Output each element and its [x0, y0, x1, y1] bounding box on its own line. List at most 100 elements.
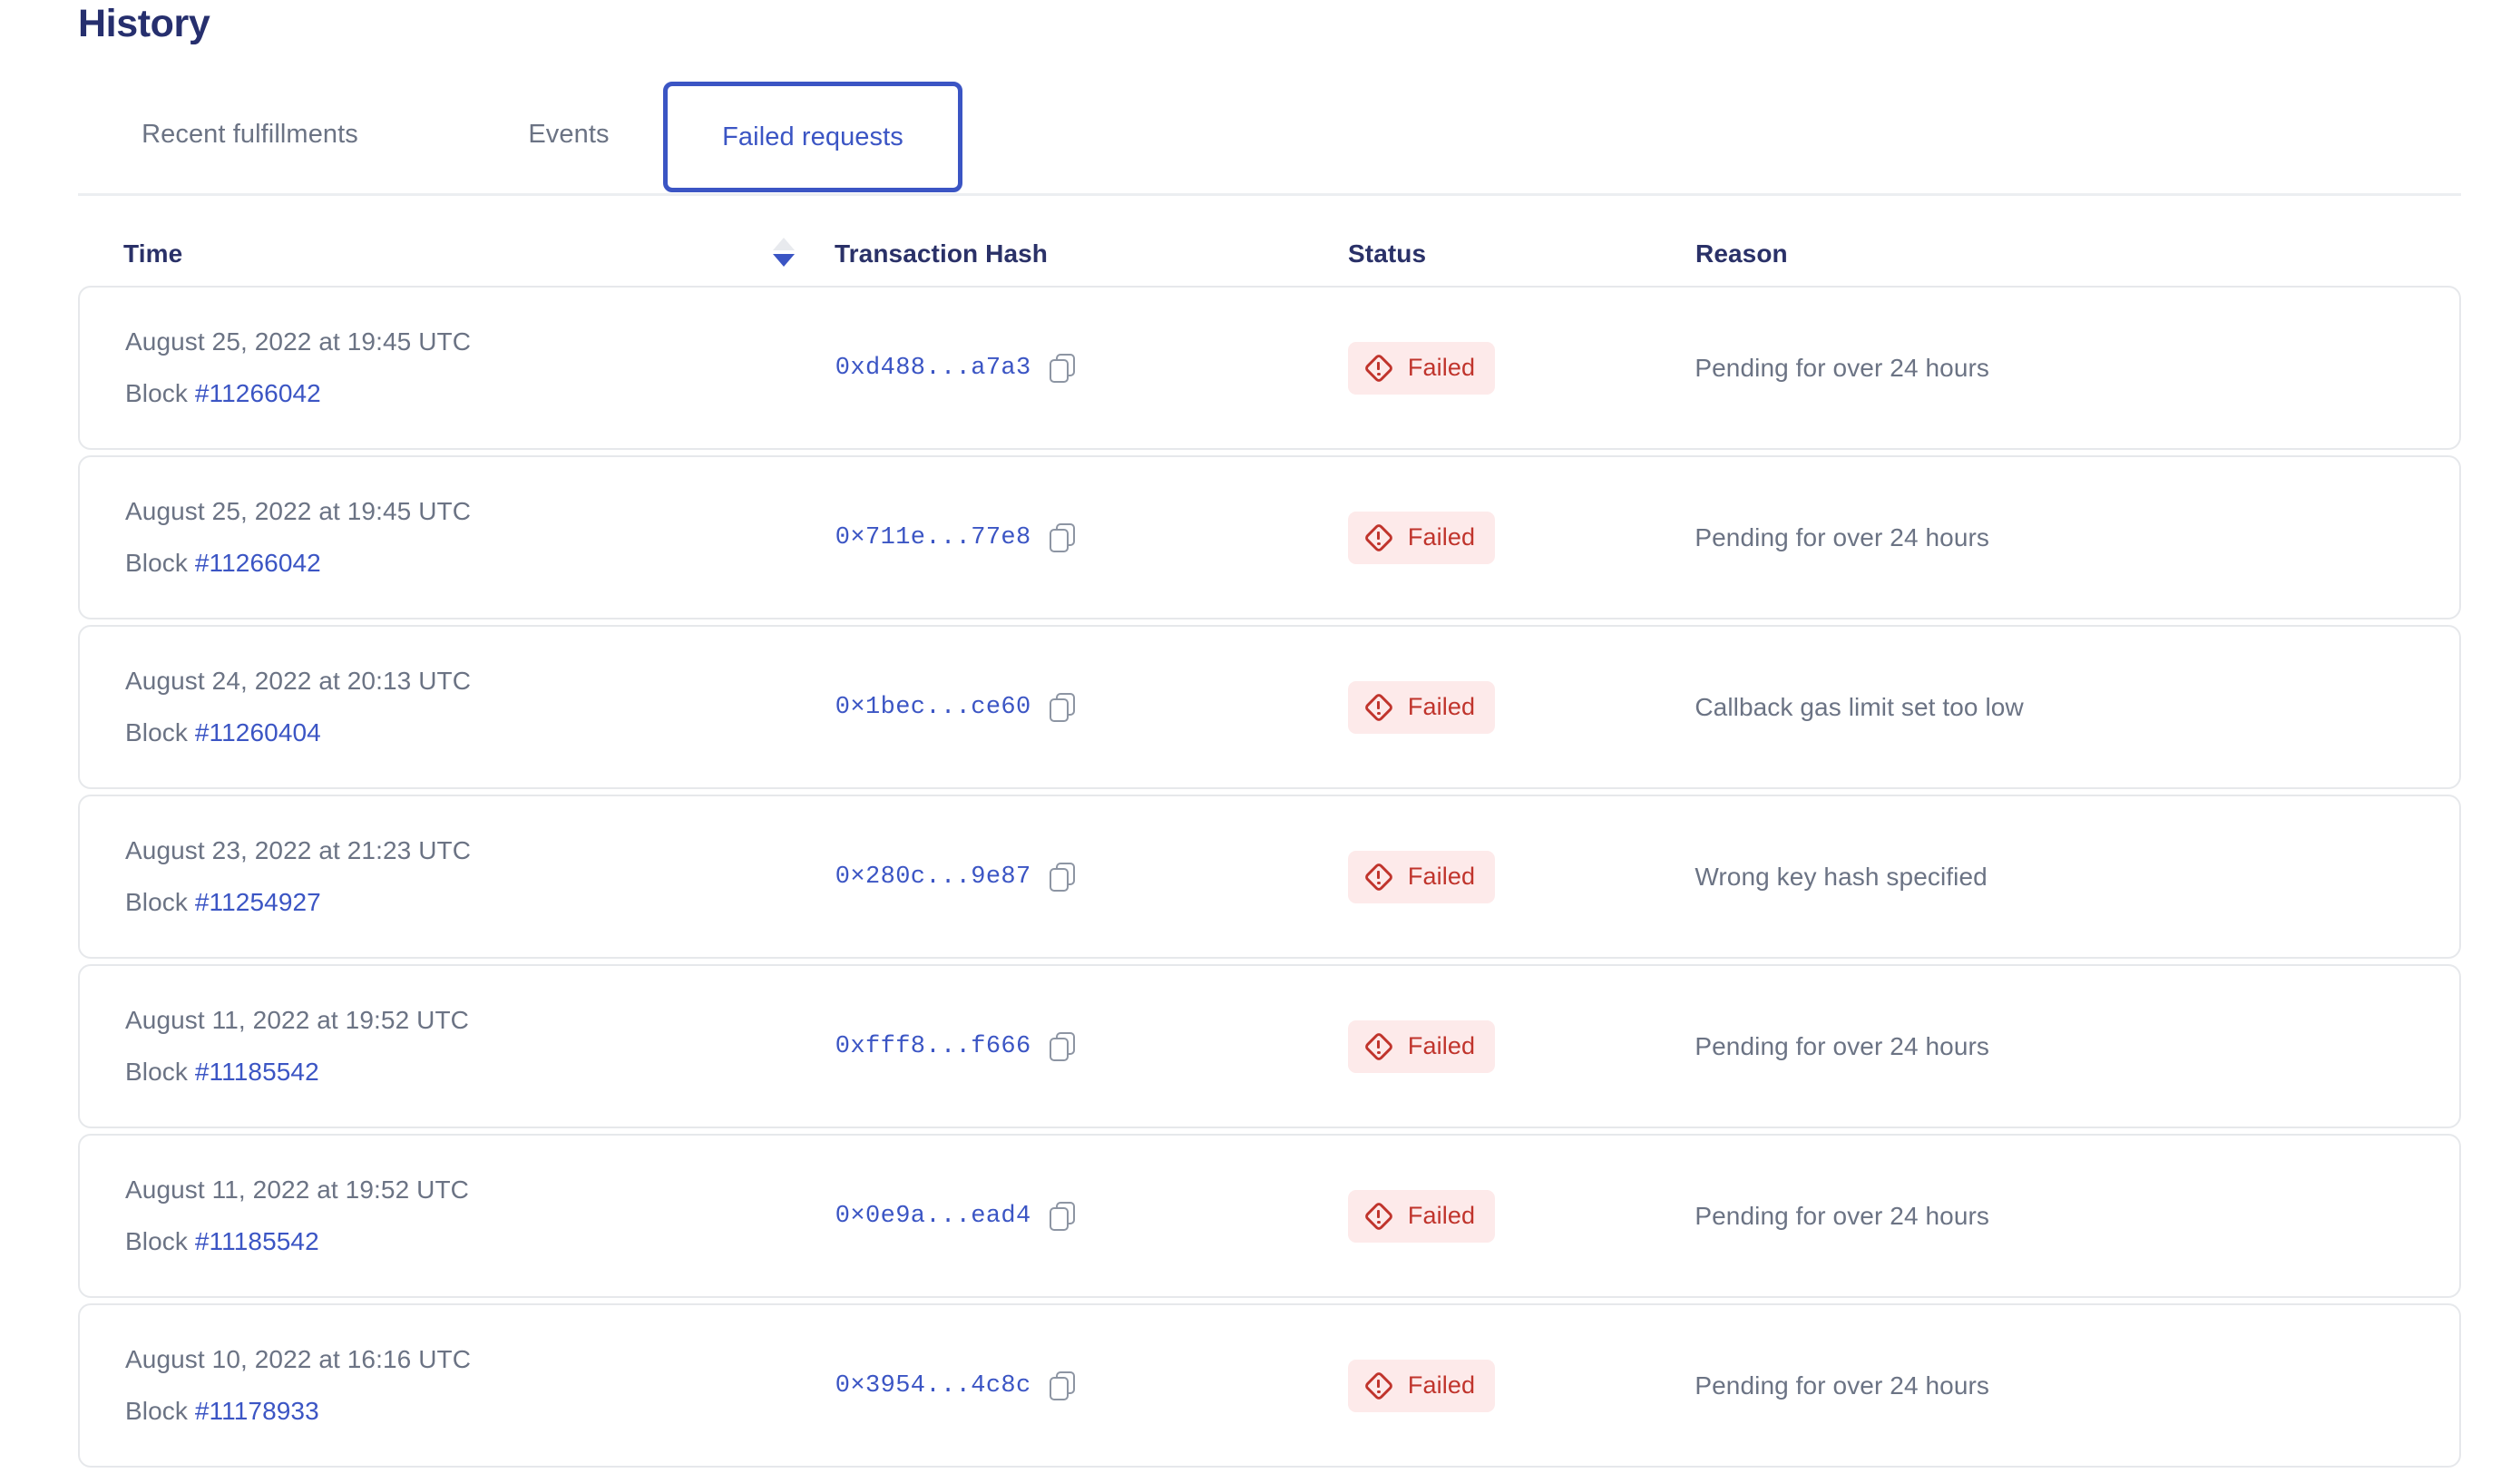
page-title: History: [78, 2, 210, 45]
row-timestamp: August 11, 2022 at 19:52 UTC: [125, 1175, 469, 1204]
cell-reason: Pending for over 24 hours: [1687, 523, 2459, 552]
copy-icon[interactable]: [1049, 1201, 1076, 1231]
block-label: Block: [125, 1227, 195, 1255]
status-badge-label: Failed: [1407, 863, 1476, 890]
copy-icon[interactable]: [1049, 1371, 1076, 1400]
transaction-hash-link[interactable]: 0×1bec...ce60: [835, 693, 1031, 721]
row-reason: Pending for over 24 hours: [1695, 353, 1990, 382]
cell-transaction-hash: 0xd488...a7a3: [823, 353, 1339, 383]
transaction-hash-link[interactable]: 0xd488...a7a3: [835, 354, 1031, 382]
tab-failed-requests[interactable]: Failed requests: [663, 82, 962, 192]
column-header-reason[interactable]: Reason: [1695, 239, 1788, 268]
failed-requests-table: Time Transaction Hash Status Reason Augu…: [78, 196, 2461, 1473]
table-row[interactable]: August 25, 2022 at 19:45 UTC Block #11266…: [78, 286, 2461, 450]
table-row[interactable]: August 24, 2022 at 20:13 UTC Block #11260…: [78, 625, 2461, 789]
status-badge: Failed: [1347, 1359, 1496, 1412]
status-badge: Failed: [1347, 511, 1496, 564]
table-row[interactable]: August 23, 2022 at 21:23 UTC Block #11254…: [78, 795, 2461, 959]
transaction-hash-link[interactable]: 0×0e9a...ead4: [835, 1202, 1031, 1230]
copy-icon[interactable]: [1049, 522, 1076, 552]
block-number-link[interactable]: #11266042: [194, 379, 321, 407]
status-badge-label: Failed: [1407, 354, 1476, 381]
alert-diamond-icon: [1363, 1200, 1394, 1232]
cell-reason: Pending for over 24 hours: [1687, 354, 2459, 383]
cell-reason: Callback gas limit set too low: [1687, 693, 2459, 722]
cell-time: August 23, 2022 at 21:23 UTC Block #11254…: [80, 834, 823, 920]
block-label: Block: [125, 1058, 195, 1086]
status-badge-label: Failed: [1407, 693, 1476, 720]
copy-icon[interactable]: [1049, 862, 1076, 892]
alert-diamond-icon: [1363, 522, 1394, 553]
row-block: Block #11185542: [125, 1224, 823, 1259]
block-label: Block: [125, 718, 195, 746]
cell-status: Failed: [1339, 850, 1687, 903]
status-badge: Failed: [1347, 680, 1496, 734]
status-badge: Failed: [1347, 850, 1496, 903]
row-block: Block #11178933: [125, 1394, 823, 1429]
copy-icon[interactable]: [1049, 1031, 1076, 1061]
row-reason: Pending for over 24 hours: [1695, 1201, 1990, 1230]
block-number-link[interactable]: #11254927: [194, 888, 321, 916]
block-label: Block: [125, 1397, 195, 1425]
cell-time: August 11, 2022 at 19:52 UTC Block #11185…: [80, 1173, 823, 1259]
transaction-hash-link[interactable]: 0×3954...4c8c: [835, 1371, 1031, 1400]
cell-time: August 11, 2022 at 19:52 UTC Block #11185…: [80, 1003, 823, 1089]
alert-diamond-icon: [1363, 861, 1394, 893]
alert-diamond-icon: [1363, 1030, 1394, 1062]
status-badge: Failed: [1347, 341, 1496, 395]
status-badge: Failed: [1347, 1189, 1496, 1243]
row-timestamp: August 10, 2022 at 16:16 UTC: [125, 1345, 472, 1373]
row-timestamp: August 11, 2022 at 19:52 UTC: [125, 1006, 469, 1034]
tab-events[interactable]: Events: [514, 76, 623, 193]
status-badge: Failed: [1347, 1019, 1496, 1073]
column-header-transaction-hash[interactable]: Transaction Hash: [835, 239, 1049, 268]
cell-status: Failed: [1339, 680, 1687, 734]
block-number-link[interactable]: #11185542: [194, 1227, 319, 1255]
row-block: Block #11260404: [125, 716, 823, 750]
alert-diamond-icon: [1363, 1370, 1394, 1401]
copy-icon[interactable]: [1049, 353, 1076, 383]
cell-reason: Pending for over 24 hours: [1687, 1032, 2459, 1061]
row-reason: Pending for over 24 hours: [1695, 1371, 1990, 1400]
table-row[interactable]: August 11, 2022 at 19:52 UTC Block #11185…: [78, 1134, 2461, 1298]
block-label: Block: [125, 379, 195, 407]
column-header-status[interactable]: Status: [1348, 239, 1427, 268]
table-row[interactable]: August 10, 2022 at 16:16 UTC Block #11178…: [78, 1303, 2461, 1468]
cell-status: Failed: [1339, 341, 1687, 395]
row-block: Block #11266042: [125, 546, 823, 580]
sort-arrows-icon[interactable]: [771, 234, 796, 274]
status-badge-label: Failed: [1407, 1371, 1476, 1399]
cell-time: August 10, 2022 at 16:16 UTC Block #11178…: [80, 1342, 823, 1429]
cell-reason: Wrong key hash specified: [1687, 863, 2459, 892]
block-number-link[interactable]: #11260404: [194, 718, 321, 746]
block-number-link[interactable]: #11266042: [194, 549, 321, 577]
row-timestamp: August 24, 2022 at 20:13 UTC: [125, 667, 472, 695]
transaction-hash-link[interactable]: 0×280c...9e87: [835, 863, 1031, 891]
copy-icon[interactable]: [1049, 692, 1076, 722]
cell-transaction-hash: 0×0e9a...ead4: [823, 1201, 1339, 1231]
row-reason: Wrong key hash specified: [1695, 862, 1988, 891]
cell-transaction-hash: 0×3954...4c8c: [823, 1371, 1339, 1400]
cell-transaction-hash: 0×280c...9e87: [823, 862, 1339, 892]
table-row[interactable]: August 11, 2022 at 19:52 UTC Block #11185…: [78, 964, 2461, 1128]
transaction-hash-link[interactable]: 0×711e...77e8: [835, 523, 1031, 551]
block-number-link[interactable]: #11178933: [194, 1397, 319, 1425]
alert-diamond-icon: [1363, 352, 1394, 384]
transaction-hash-link[interactable]: 0xfff8...f666: [835, 1032, 1031, 1060]
block-label: Block: [125, 888, 195, 916]
cell-transaction-hash: 0×711e...77e8: [823, 522, 1339, 552]
cell-time: August 25, 2022 at 19:45 UTC Block #11266…: [80, 494, 823, 580]
tab-recent-fulfillments[interactable]: Recent fulfillments: [125, 76, 375, 193]
row-block: Block #11254927: [125, 885, 823, 920]
column-header-time[interactable]: Time: [78, 238, 822, 268]
row-block: Block #11266042: [125, 376, 823, 411]
cell-status: Failed: [1339, 1019, 1687, 1073]
block-number-link[interactable]: #11185542: [194, 1058, 319, 1086]
table-row[interactable]: August 25, 2022 at 19:45 UTC Block #11266…: [78, 455, 2461, 619]
row-timestamp: August 25, 2022 at 19:45 UTC: [125, 327, 472, 356]
cell-transaction-hash: 0xfff8...f666: [823, 1031, 1339, 1061]
tab-strip: Recent fulfillments Events Failed reques…: [78, 76, 2461, 196]
cell-status: Failed: [1339, 1189, 1687, 1243]
status-badge-label: Failed: [1407, 1202, 1476, 1229]
status-badge-label: Failed: [1407, 523, 1476, 551]
